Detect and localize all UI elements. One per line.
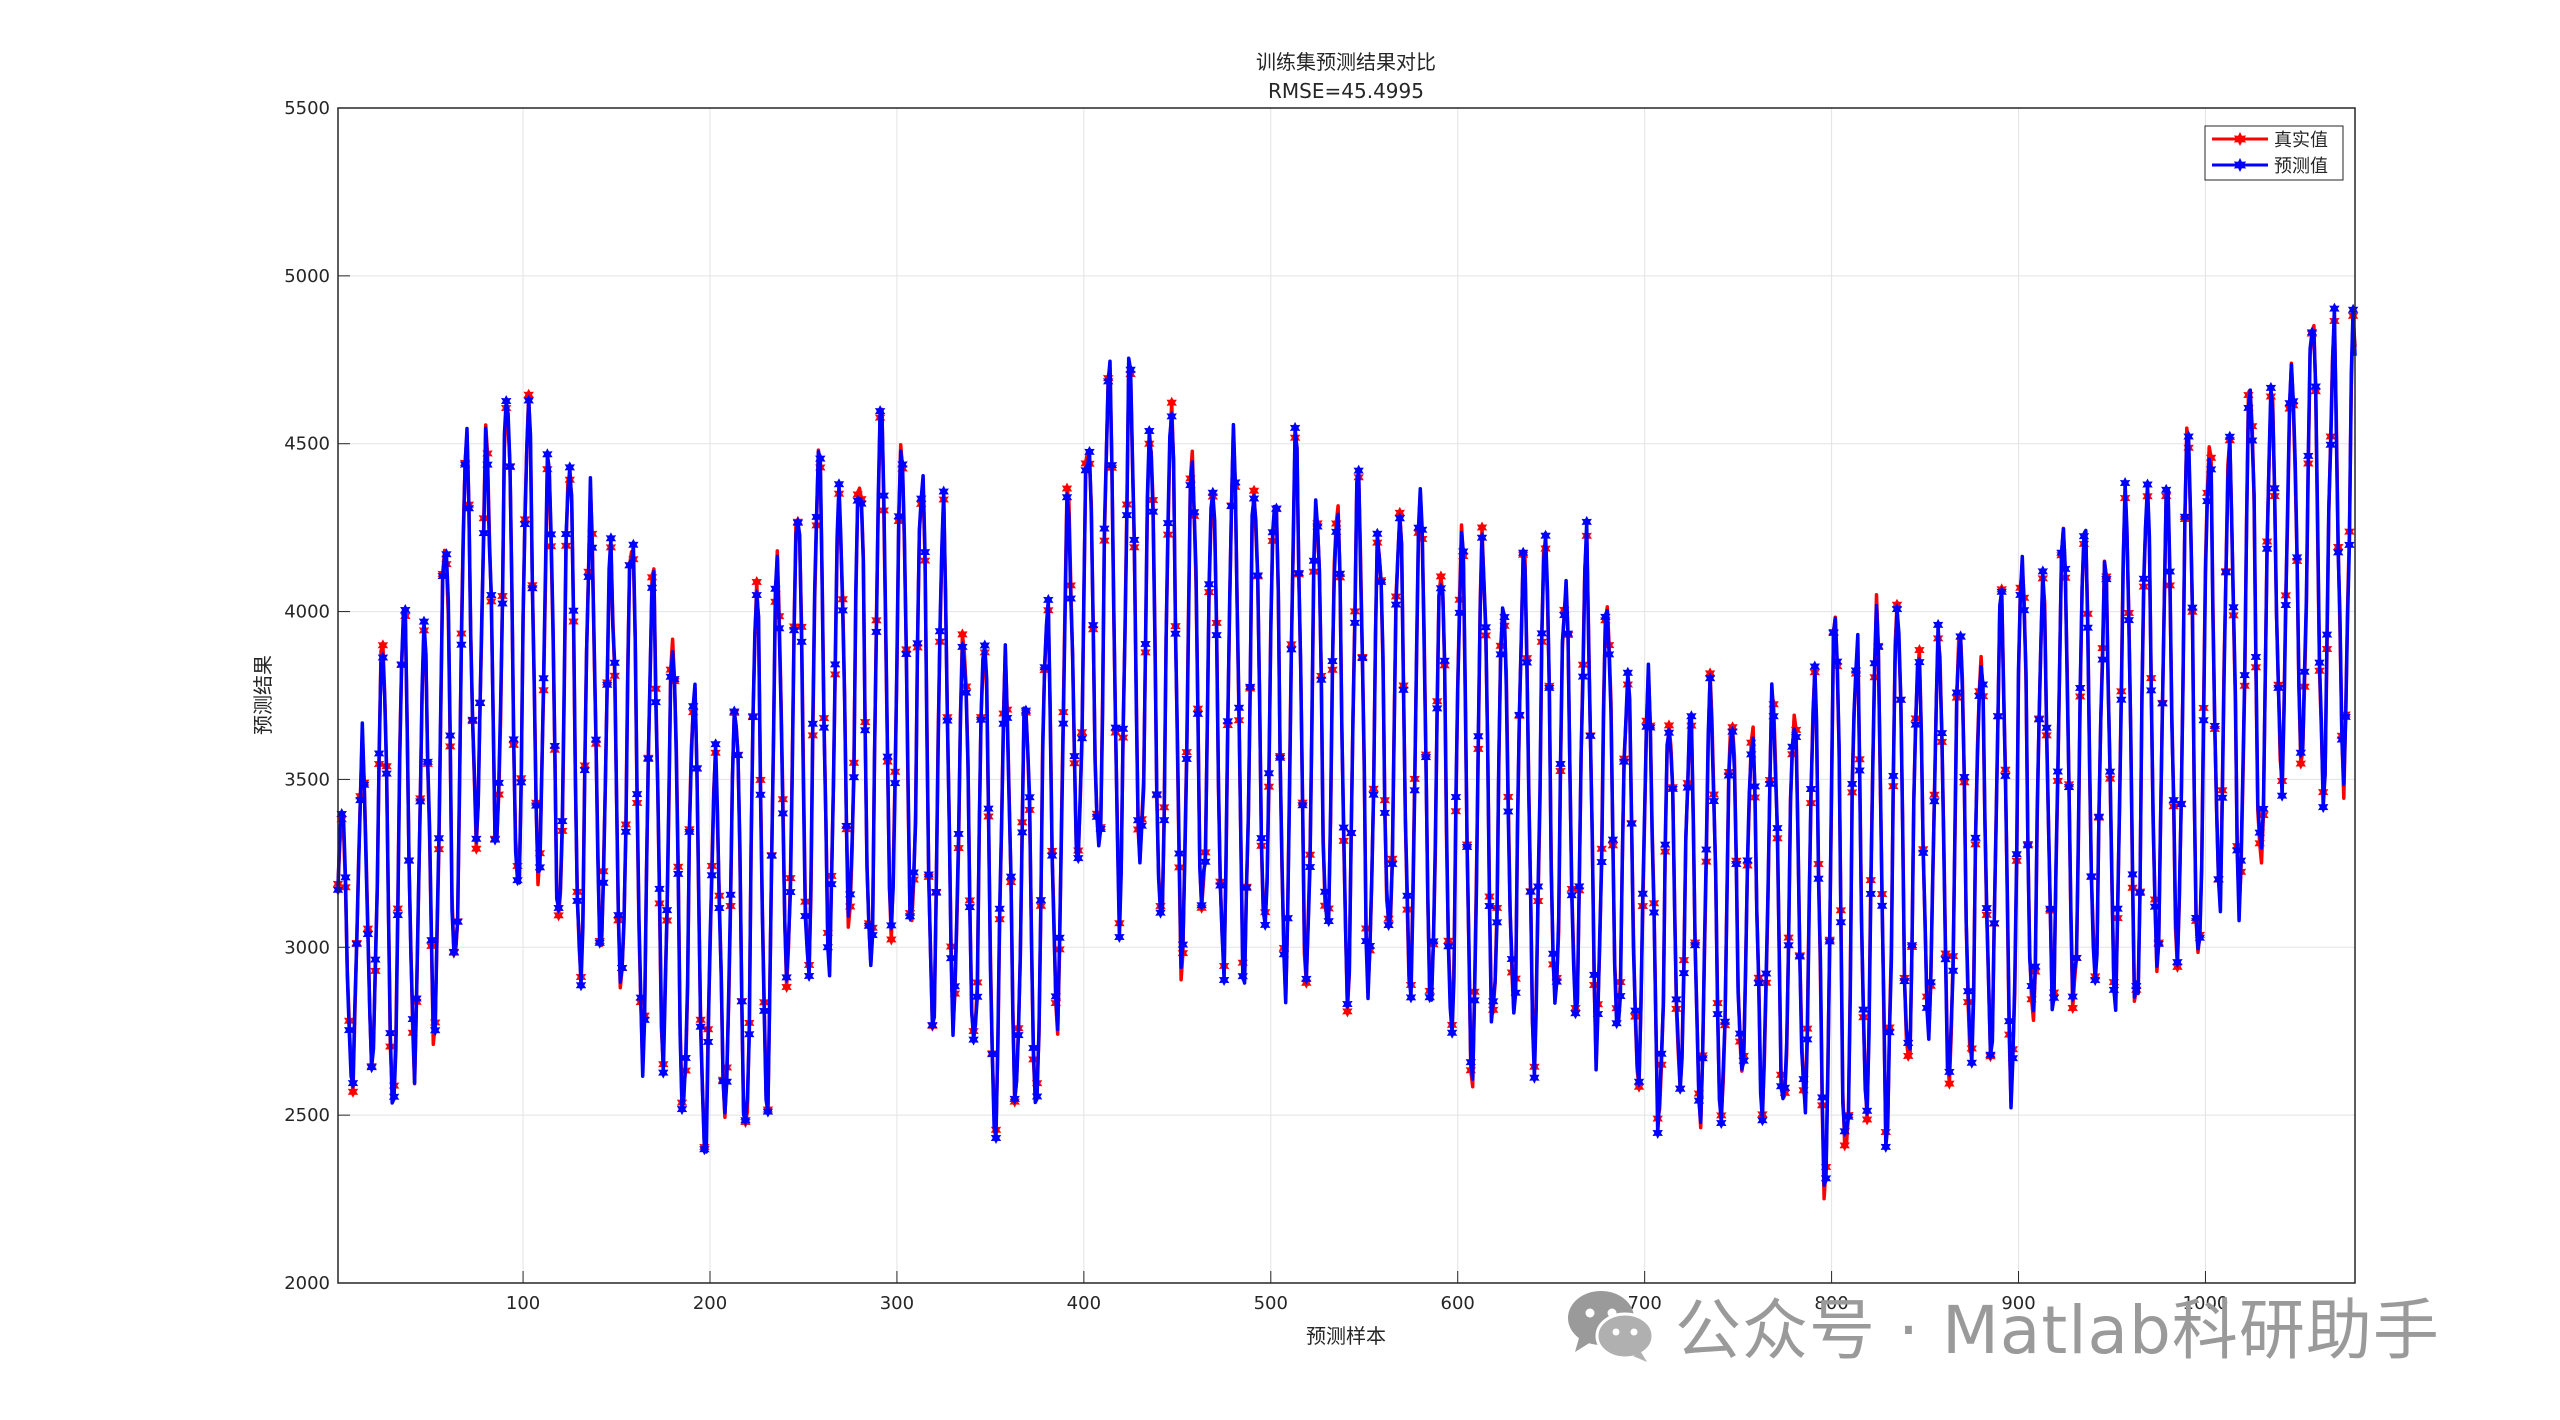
wechat-icon (1568, 1291, 1655, 1362)
chart-title: 训练集预测结果对比 (1256, 50, 1436, 74)
watermark-text: 公众号 · Matlab科研助手 (1675, 1292, 2440, 1369)
x-tick-label: 200 (693, 1293, 727, 1314)
watermark: 公众号 · Matlab科研助手 (1565, 1285, 2440, 1369)
legend-box (2204, 125, 2344, 181)
x-tick-label: 800 (1814, 1293, 1848, 1314)
chart-subtitle: RMSE=45.4995 (1268, 79, 1424, 103)
x-tick-label: 900 (2001, 1293, 2035, 1314)
x-tick-label: 600 (1441, 1293, 1475, 1314)
y-tick-label: 3500 (284, 769, 330, 790)
y-tick-label: 2500 (284, 1105, 330, 1126)
legend-label-true: 真实值 (2274, 130, 2328, 151)
x-tick-label: 700 (1627, 1293, 1661, 1314)
x-tick-label: 400 (1067, 1293, 1101, 1314)
y-tick-label: 4500 (284, 434, 330, 455)
x-tick-label: 500 (1254, 1293, 1288, 1314)
y-tick-label: 5500 (284, 98, 330, 119)
legend: 真实值 预测值 (2204, 125, 2344, 181)
legend-marker-pred (2233, 158, 2247, 172)
x-axis-label: 预测样本 (1306, 1324, 1386, 1348)
x-tick-label: 1000 (2183, 1293, 2229, 1314)
y-tick-label: 4000 (284, 602, 330, 623)
grid (338, 107, 2355, 1284)
predicted-values-line (336, 306, 2357, 1187)
y-tick-label: 3000 (284, 937, 330, 958)
x-tick-label: 300 (880, 1293, 914, 1314)
y-tick-label: 2000 (284, 1273, 330, 1294)
x-tick-label: 100 (506, 1293, 540, 1314)
y-tick-labels: 2000 2500 3000 3500 4000 4500 5000 5500 (284, 98, 330, 1294)
y-axis-label: 预测结果 (251, 655, 275, 735)
x-tick-labels: 100 200 300 400 500 600 700 800 900 1000 (506, 1293, 2228, 1314)
axes-box (337, 107, 2356, 1284)
y-tick-label: 5000 (284, 266, 330, 287)
series-predicted-values (332, 302, 2359, 1187)
legend-marker-true (2233, 132, 2247, 146)
legend-label-pred: 预测值 (2274, 156, 2328, 177)
true-values-line (336, 314, 2357, 1201)
